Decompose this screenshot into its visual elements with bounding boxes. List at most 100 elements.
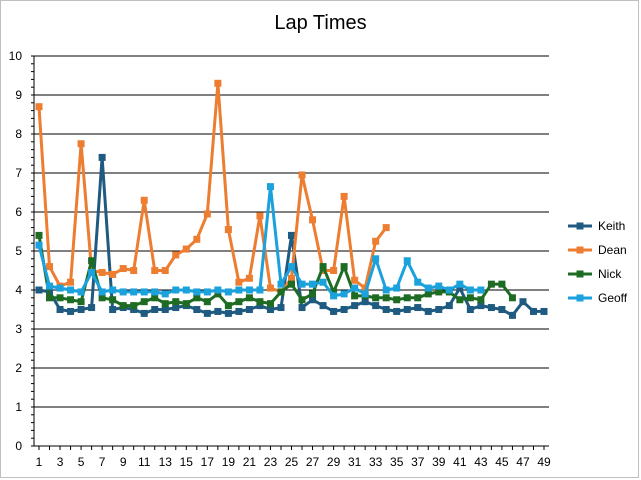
data-point — [172, 298, 180, 306]
series-dean — [35, 79, 390, 296]
data-point — [477, 296, 485, 304]
series-nick — [35, 231, 516, 310]
data-point — [330, 288, 338, 296]
data-point — [340, 263, 348, 271]
data-point — [245, 294, 253, 302]
data-point — [351, 292, 359, 300]
data-point — [235, 298, 243, 306]
data-point — [98, 268, 106, 276]
data-point — [256, 212, 264, 220]
series-line-dean — [37, 81, 388, 294]
data-point — [77, 298, 85, 306]
y-tick-label: 1 — [15, 400, 22, 414]
data-point — [235, 278, 243, 286]
data-point — [140, 309, 148, 317]
x-tick-label: 7 — [99, 455, 106, 469]
data-point — [245, 306, 253, 313]
data-point — [98, 294, 106, 302]
data-point — [130, 306, 138, 313]
data-point — [435, 288, 443, 296]
legend-item-keith: Keith — [568, 219, 625, 233]
data-point — [298, 171, 306, 179]
data-point — [109, 270, 117, 278]
data-point — [288, 231, 295, 239]
data-point — [340, 306, 348, 313]
data-point — [266, 300, 274, 308]
data-point — [151, 288, 159, 296]
data-point — [456, 280, 464, 288]
data-point — [477, 286, 485, 294]
data-point — [224, 302, 232, 310]
data-point — [46, 263, 54, 271]
data-point — [182, 245, 190, 253]
legend-swatch-marker — [576, 222, 584, 230]
data-point — [393, 296, 401, 304]
data-point — [309, 290, 317, 298]
data-point — [445, 286, 453, 294]
x-tick-label: 23 — [264, 455, 278, 469]
series-layer — [35, 79, 548, 319]
data-point — [161, 267, 169, 274]
data-point — [203, 288, 211, 296]
data-point — [77, 140, 85, 148]
grid-lines — [34, 55, 549, 408]
legend-item-geoff: Geoff — [568, 291, 628, 305]
data-point — [277, 304, 285, 312]
data-point — [224, 288, 232, 296]
data-point — [393, 284, 401, 292]
data-point — [67, 307, 75, 315]
data-point — [298, 296, 306, 304]
data-point — [56, 294, 64, 302]
x-tick-label: 35 — [390, 455, 404, 469]
data-point — [67, 296, 75, 304]
data-point — [77, 306, 85, 313]
data-point — [256, 302, 264, 310]
data-point — [98, 153, 106, 161]
data-point — [35, 231, 43, 239]
data-point — [119, 302, 127, 310]
data-point — [393, 307, 401, 315]
x-tick-label: 21 — [243, 455, 257, 469]
data-point — [498, 306, 506, 313]
data-point — [487, 280, 495, 288]
y-tick-label: 0 — [15, 439, 22, 453]
data-point — [88, 304, 96, 312]
x-tick-label: 37 — [411, 455, 425, 469]
data-point — [445, 302, 453, 310]
data-point — [203, 210, 211, 218]
x-tick-label: 13 — [159, 455, 173, 469]
data-point — [172, 251, 180, 259]
data-point — [309, 296, 317, 304]
data-point — [288, 263, 295, 271]
data-point — [151, 267, 159, 274]
x-tick-label: 45 — [495, 455, 509, 469]
data-point — [477, 302, 485, 310]
data-point — [182, 286, 190, 294]
data-point — [403, 257, 411, 265]
data-point — [256, 286, 264, 294]
data-point — [540, 307, 548, 315]
data-point — [309, 280, 317, 288]
data-point — [161, 306, 169, 313]
data-point — [88, 257, 96, 265]
y-tick-label: 4 — [15, 283, 22, 297]
data-point — [140, 288, 148, 296]
data-point — [372, 237, 380, 245]
x-tick-label: 19 — [222, 455, 236, 469]
data-point — [203, 298, 211, 306]
data-point — [435, 306, 443, 313]
data-point — [266, 183, 274, 191]
data-point — [46, 282, 54, 290]
data-point — [351, 284, 359, 292]
data-point — [67, 286, 75, 294]
data-point — [119, 288, 127, 296]
data-point — [456, 296, 464, 304]
data-point — [382, 306, 390, 313]
data-point — [351, 276, 359, 284]
x-tick-label: 33 — [369, 455, 383, 469]
data-point — [151, 294, 159, 302]
data-point — [35, 103, 43, 111]
legend-item-dean: Dean — [568, 243, 627, 257]
data-point — [172, 286, 180, 294]
